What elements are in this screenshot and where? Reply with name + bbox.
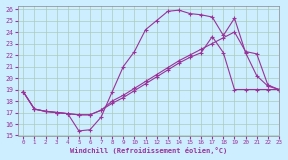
X-axis label: Windchill (Refroidissement éolien,°C): Windchill (Refroidissement éolien,°C) (70, 148, 227, 154)
